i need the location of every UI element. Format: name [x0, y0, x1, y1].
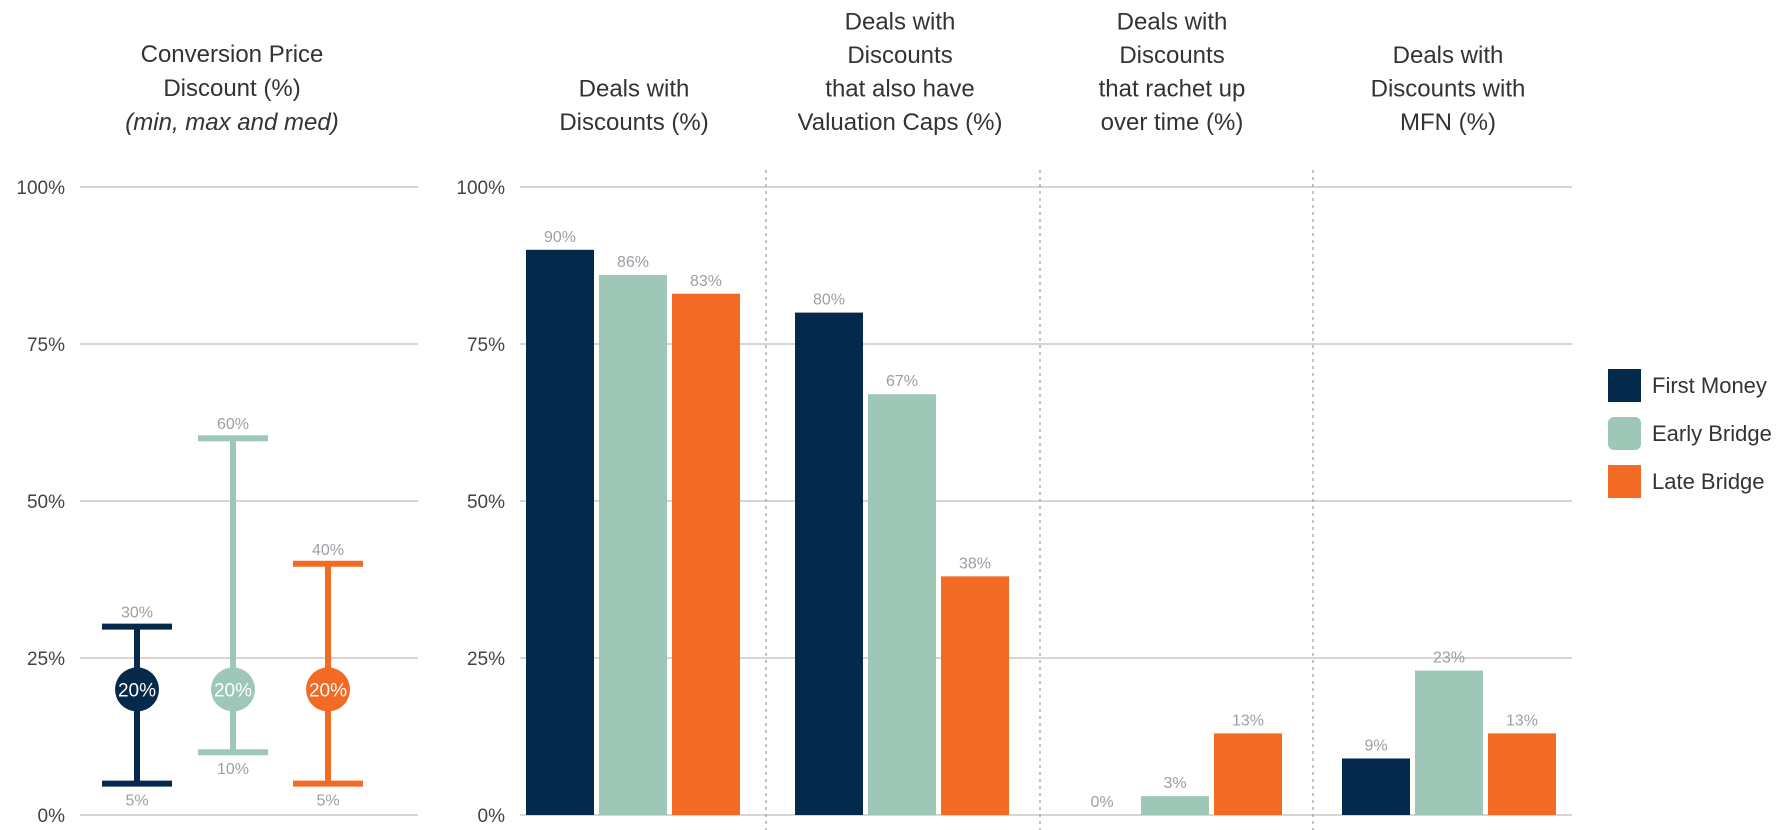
bar-category-title-line: Discounts with [1371, 76, 1526, 103]
range-median-label: 20% [214, 680, 252, 701]
range-median-dot [306, 667, 350, 712]
bar-category-title-line: Discounts [1119, 42, 1224, 69]
bar-category-title-line: Discounts [847, 42, 952, 69]
range-chart-title-line: Conversion Price [141, 41, 324, 68]
y-tick-label-left: 100% [16, 178, 65, 199]
bar-value-label: 13% [1232, 712, 1264, 729]
range-chart: 20% 30% 5% 20% 60% 10% 20% 40% 5% [102, 416, 363, 810]
bar-value-label: 86% [617, 254, 649, 271]
y-tick-label-left: 0% [38, 806, 66, 827]
range-min-label: 10% [217, 761, 249, 778]
bar-value-label: 9% [1364, 737, 1387, 754]
bar-value-label: 3% [1163, 775, 1186, 792]
legend-swatch [1608, 417, 1641, 450]
bar [1488, 733, 1556, 815]
bar [1342, 758, 1410, 815]
bar-value-label: 23% [1433, 650, 1465, 667]
bar [1415, 670, 1483, 815]
y-tick-label-right: 0% [478, 806, 506, 827]
legend: First Money Early Bridge Late Bridge [1608, 369, 1772, 498]
bar [941, 576, 1009, 815]
y-tick-label-left: 75% [27, 335, 65, 356]
bar [868, 394, 936, 815]
bar [599, 274, 667, 815]
range-median-label: 20% [118, 680, 156, 701]
bar-value-label: 13% [1506, 712, 1538, 729]
y-tick-label-left: 50% [27, 492, 65, 513]
bar-category-title-line: Deals with [1117, 9, 1228, 36]
legend-label: Late Bridge [1652, 469, 1765, 494]
bar-value-label: 80% [813, 292, 845, 309]
y-tick-label-right: 75% [467, 335, 505, 356]
bar-category-title-line: Discounts (%) [559, 109, 708, 136]
y-tick-label-right: 50% [467, 492, 505, 513]
bar-value-label: 38% [959, 555, 991, 572]
y-axes: 100% 75% 50% 25% 0% 100% 75% 50% 25% 0% [16, 178, 505, 827]
bar-category-title-line: that also have [825, 76, 974, 103]
bar [1141, 796, 1209, 815]
bar [795, 312, 863, 815]
bar-category-title-line: Deals with [845, 9, 956, 36]
y-tick-label-right: 25% [467, 649, 505, 670]
range-max-label: 30% [121, 605, 153, 622]
bar-category-title-line: that rachet up [1099, 76, 1246, 103]
bar-value-label: 67% [886, 373, 918, 390]
y-tick-label-right: 100% [456, 178, 505, 199]
bar [526, 249, 594, 816]
range-median-label: 20% [309, 680, 347, 701]
bar-value-label: 90% [544, 229, 576, 246]
range-median-dot [211, 667, 255, 712]
range-chart-title-line: Discount (%) [163, 75, 300, 102]
legend-label: Early Bridge [1652, 421, 1772, 446]
bar-value-label: 0% [1090, 794, 1113, 811]
bar-value-label: 83% [690, 273, 722, 290]
range-min-label: 5% [125, 793, 148, 810]
legend-label: First Money [1652, 373, 1767, 398]
range-min-label: 5% [316, 793, 339, 810]
bar-category-title-line: Deals with [579, 76, 690, 103]
bar-category-title-line: Deals with [1393, 42, 1504, 69]
range-max-label: 40% [312, 542, 344, 559]
bar-category-title-line: MFN (%) [1400, 109, 1496, 136]
range-median-dot [115, 667, 159, 712]
y-tick-label-left: 25% [27, 649, 65, 670]
legend-swatch [1608, 369, 1641, 402]
bar [1214, 733, 1282, 815]
range-chart-title-line: (min, max and med) [125, 109, 338, 136]
chart-headers: Conversion Price Discount (%) (min, max an… [125, 9, 1525, 137]
range-max-label: 60% [217, 416, 249, 433]
bar [672, 293, 740, 815]
legend-swatch [1608, 465, 1641, 498]
bar-category-title-line: over time (%) [1101, 109, 1244, 136]
bar-category-title-line: Valuation Caps (%) [798, 109, 1003, 136]
bar-chart: 90% 86% 83% 80% 67% 38% 0% 3% 13% 9% 23% 13% [526, 229, 1556, 816]
